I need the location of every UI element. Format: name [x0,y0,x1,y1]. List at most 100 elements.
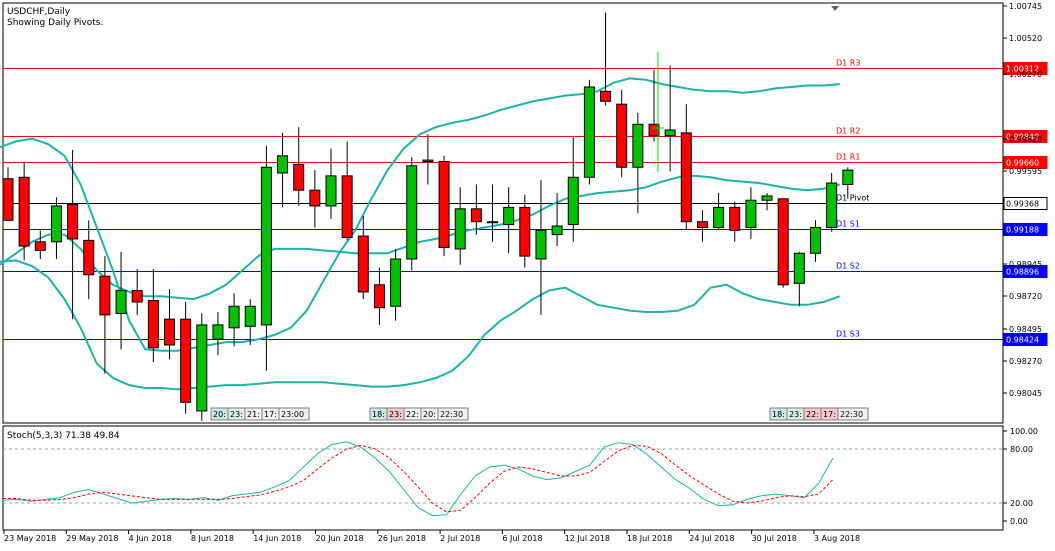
price-label-value: 0.99840 [1006,133,1039,142]
session-time-label: 22: [806,410,819,419]
session-time-label: 23: [230,410,243,419]
pivot-name-label: D1 Pivot [836,194,869,203]
stochastic-panel[interactable] [2,425,1004,531]
session-time-label: 22:30 [840,410,863,419]
candle-body [842,169,854,185]
pivot-name-label: D1 R2 [836,127,860,136]
candle-body [503,206,515,226]
price-label-box [1003,130,1048,143]
candle [2,167,14,221]
candle-body [293,163,305,191]
candle [745,187,757,239]
price-axis: 1.00745 1.00520 1.00270 0.99820 0.99595 0.989… [3,2,1042,526]
price-label-box [1003,156,1048,169]
pivot-name-label: D1 S2 [836,262,860,271]
x-tick-label: 6 Jul 2018 [502,534,542,543]
price-label-box [1003,265,1048,278]
candle [131,269,143,315]
candle-body [422,159,434,163]
candle-body [406,165,418,260]
price-label-value: 0.99188 [1006,226,1039,235]
candle-body [826,182,838,228]
candle [406,157,418,271]
price-label-box [1003,62,1048,75]
x-tick-label: 3 Aug 2018 [814,534,860,543]
candle [600,12,612,106]
stoch-k-line [2,441,834,517]
session-time-label: 23:00 [281,410,304,419]
candle [244,299,256,345]
candle-body [583,86,595,178]
candle-body [50,205,62,243]
candle-body [680,132,692,223]
candle [713,193,725,231]
candle-body [438,161,450,249]
candle-body [616,103,628,168]
candle [810,220,821,262]
candle [99,256,111,374]
candle-body [470,208,482,223]
x-tick-label: 12 Jul 2018 [565,534,610,543]
candle [50,197,62,259]
candle [196,313,208,421]
candle [18,161,30,261]
candle [648,69,660,142]
y-tick-label: 1.00270 [1009,70,1042,79]
price-label-value: 0.98896 [1006,268,1039,277]
candle [212,312,224,356]
chart-subtitle: Showing Daily Pivots. [7,18,103,28]
session-time-label: 17: [823,410,836,419]
candle [67,150,79,320]
pivot-name-label: D1 R3 [836,59,860,68]
candle-body [696,221,708,228]
y-tick-label: 0.98720 [1009,292,1042,301]
candle-body [713,206,725,228]
session-time-label: 20: [423,410,436,419]
session-time-label: 20: [213,410,226,419]
x-tick-label: 23 May 2018 [4,534,56,543]
x-tick-label: 20 Jun 2018 [316,534,364,543]
stoch-d-line [3,444,834,513]
symbol-title: USDCHF,Daily [7,7,71,17]
candle-body [341,175,353,238]
bollinger-upper [0,77,840,352]
candle-body [2,178,14,221]
candle-body [115,290,127,314]
candle [260,145,272,371]
candle [664,65,676,172]
candle [180,301,192,414]
candle [567,137,579,242]
chart-shift-marker-icon[interactable] [831,6,839,11]
x-tick-label: 18 Jul 2018 [627,534,672,543]
session-time-label: 22:30 [440,410,463,419]
candle-body [729,206,741,231]
candle-body [745,199,757,228]
y-tick-label: 1.00745 [1009,2,1042,11]
session-time-label: 23: [789,410,802,419]
candle-body [664,129,676,137]
candle [357,215,369,300]
candle-body [196,324,208,412]
session-time-boxes: 20: 23: 21: 17: 23:00 18: 23: 22: 20: 22:30 18: 23:… [210,407,869,421]
candle-body [567,176,579,226]
price-label-value: 0.98424 [1006,336,1039,345]
candle-body [83,239,95,276]
candle-body [67,204,79,240]
candle-body [551,225,563,236]
x-tick-label: 4 Jun 2018 [129,534,172,543]
candle-body [632,123,644,168]
candle-body [180,318,192,403]
candle-body [164,318,175,346]
pivot-name-label: D1 S3 [836,330,860,339]
x-tick-label: 24 Jul 2018 [689,534,734,543]
session-time-box [278,407,310,421]
candle [761,193,773,211]
stochastic-label: Stoch(5,3,3) 71.38 49.84 [7,431,120,441]
candle [616,89,628,178]
candle [535,180,547,315]
candle [228,293,240,347]
y-tick-label: 0.98945 [1009,260,1042,269]
candle [309,170,321,228]
candle [83,220,95,300]
